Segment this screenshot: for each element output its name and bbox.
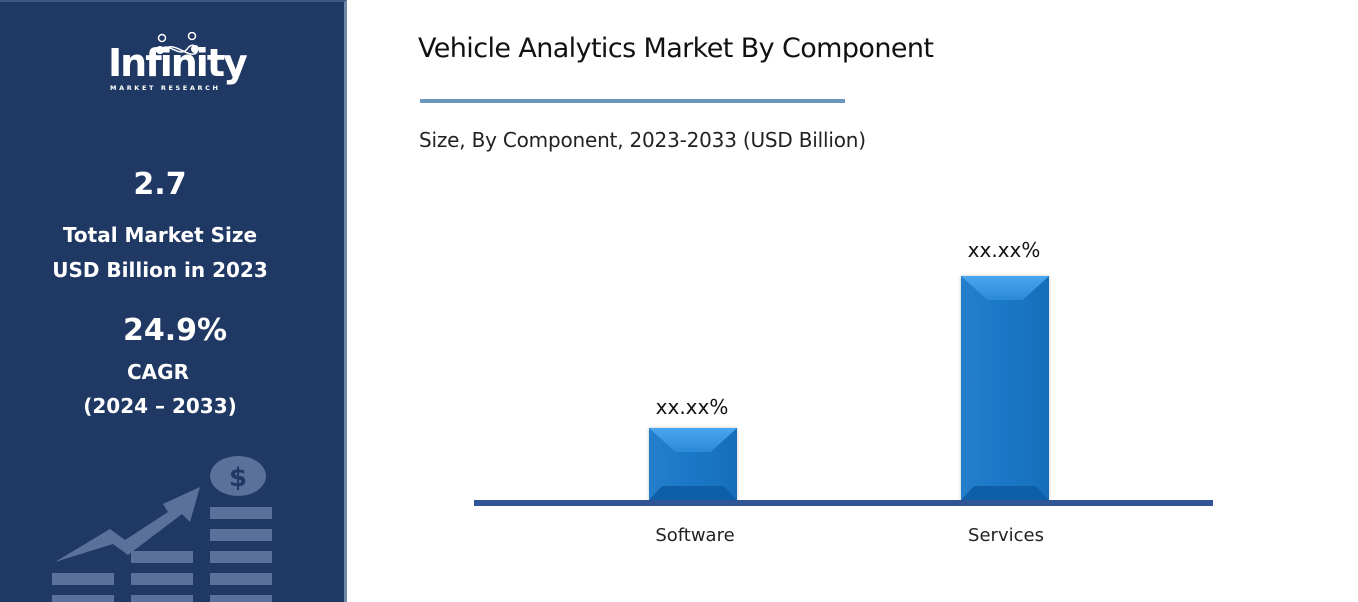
market-size-label-2: USD Billion in 2023 — [52, 258, 268, 282]
bar-services — [961, 276, 1049, 500]
market-size-label-1: Total Market Size — [62, 223, 258, 247]
bar-label-software: xx.xx% — [655, 395, 729, 419]
x-axis-line — [474, 500, 1213, 506]
infinity-symbol-icon — [156, 32, 199, 55]
chart-title: Vehicle Analytics Market By Component — [418, 33, 934, 64]
logo-tagline: MARKET RESEARCH — [110, 84, 221, 92]
svg-text:$: $ — [229, 463, 247, 493]
growth-chart-illustration-icon: $ — [52, 456, 272, 602]
bar-software — [649, 428, 737, 500]
market-size-value: 2.7 — [133, 167, 187, 202]
sidebar: Infinity MARKET RESEARCH 2.7 Total Marke… — [0, 0, 347, 602]
chart-subtitle: Size, By Component, 2023-2033 (USD Billi… — [419, 128, 866, 152]
cagr-period: (2024 – 2033) — [83, 394, 237, 418]
infinity-logo: Infinity MARKET RESEARCH — [100, 32, 250, 97]
logo-wordmark: Infinity — [108, 41, 248, 85]
cagr-label: CAGR — [127, 360, 189, 384]
cagr-value: 24.9% — [122, 313, 228, 348]
title-divider — [420, 99, 845, 103]
category-label-services: Services — [968, 525, 1044, 546]
category-label-software: Software — [655, 525, 735, 546]
bar-label-services: xx.xx% — [967, 238, 1041, 262]
